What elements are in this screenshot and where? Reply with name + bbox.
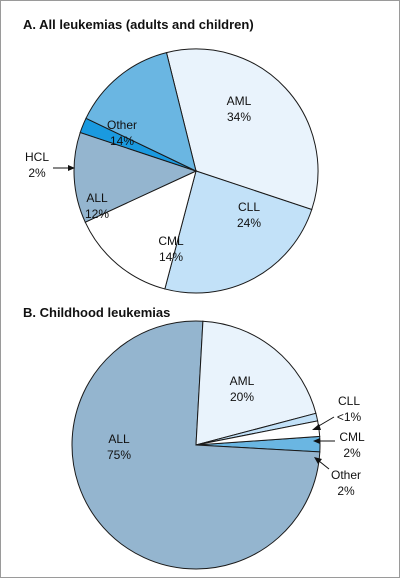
chart-a-other-label: Other bbox=[107, 118, 137, 132]
chart-b-cll-label: CLL bbox=[338, 394, 360, 408]
chart-b-cll-arrow-line bbox=[316, 416, 335, 428]
chart-a-hcl-arrowhead bbox=[68, 165, 75, 171]
chart-a-title: A. All leukemias (adults and children) bbox=[23, 17, 254, 32]
chart-a-cll-label: CLL bbox=[238, 200, 260, 214]
chart-a-hcl-label: HCL bbox=[25, 150, 49, 164]
chart-b-all-label: ALL bbox=[108, 432, 130, 446]
chart-a-slice-other bbox=[85, 52, 197, 172]
chart-b-aml-value: 20% bbox=[230, 390, 254, 404]
chart-a-slice-all bbox=[73, 131, 198, 223]
chart-a-cml-label: CML bbox=[158, 234, 184, 248]
chart-b-cll-value: <1% bbox=[337, 410, 362, 424]
chart-b-cml-arrowhead bbox=[313, 438, 320, 444]
chart-a-slice-cll bbox=[164, 170, 313, 294]
chart-b-cml-value: 2% bbox=[343, 446, 361, 460]
chart-b-cml-label: CML bbox=[339, 430, 365, 444]
chart-b-other-label: Other bbox=[331, 468, 361, 482]
chart-a-other-value: 14% bbox=[110, 134, 134, 148]
pie-chart-a bbox=[73, 48, 319, 294]
chart-a-slice-cml bbox=[84, 170, 197, 290]
chart-a-all-label: ALL bbox=[86, 191, 108, 205]
chart-b-other-value: 2% bbox=[337, 484, 355, 498]
chart-a-aml-value: 34% bbox=[227, 110, 251, 124]
chart-b-cll-arrowhead bbox=[312, 424, 321, 430]
chart-a-cml-value: 14% bbox=[159, 250, 183, 264]
chart-b-other-arrow-line bbox=[318, 460, 330, 470]
chart-a-cll-value: 24% bbox=[237, 216, 261, 230]
pie-chart-b bbox=[71, 320, 321, 570]
chart-a-slice-aml bbox=[165, 48, 319, 211]
chart-b-title: B. Childhood leukemias bbox=[23, 305, 170, 320]
chart-b-other-arrowhead bbox=[314, 457, 322, 464]
chart-a-all-value: 12% bbox=[85, 207, 109, 221]
chart-a-aml-label: AML bbox=[227, 94, 252, 108]
chart-a-hcl-value: 2% bbox=[28, 166, 46, 180]
chart-b-aml-label: AML bbox=[230, 374, 255, 388]
chart-b-slice-aml bbox=[195, 320, 317, 446]
chart-b-all-value: 75% bbox=[107, 448, 131, 462]
